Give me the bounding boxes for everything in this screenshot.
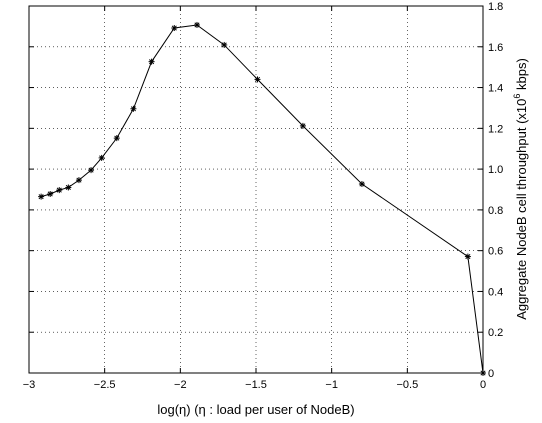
y-axis-label-exponent: 6: [512, 94, 522, 99]
data-point-marker: [65, 184, 72, 191]
x-tick-label: −2.5: [94, 379, 116, 391]
plot-frame: [28, 5, 484, 374]
data-point-marker: [193, 21, 200, 28]
data-point-marker: [88, 167, 95, 174]
y-axis-label: Aggregate NodeB cell throughput (x106 kb…: [512, 58, 529, 320]
data-point-marker: [221, 41, 228, 48]
x-tick-label: −1.5: [245, 379, 267, 391]
data-point-marker: [113, 135, 120, 142]
data-point-marker: [75, 177, 82, 184]
x-tick-label: −0.5: [396, 379, 418, 391]
y-axis-label-suffix: kbps): [514, 58, 529, 93]
y-tick-label: 0.4: [488, 286, 503, 298]
data-point-marker: [47, 190, 54, 197]
x-tick-label: −2: [174, 379, 187, 391]
axis-ticks: −3 −2.5 −2 −1.5 −1 −0.5 00 0.2 0.4 0.6 0.8 1.0 1.2 1.…: [23, 1, 504, 391]
data-point-marker: [254, 76, 261, 83]
x-axis-label: log(η) (η : load per user of NodeB): [157, 402, 354, 417]
y-tick-label: 1.2: [488, 123, 503, 135]
y-tick-label: 0: [488, 368, 494, 380]
y-tick-label: 1.8: [488, 1, 503, 13]
data-point-marker: [358, 180, 365, 187]
data-point-marker: [299, 122, 306, 129]
grid: [29, 6, 483, 373]
data-point-marker: [98, 154, 105, 161]
data-point-marker: [56, 187, 63, 194]
y-tick-label: 1.4: [488, 83, 503, 95]
x-tick-label: −3: [23, 379, 36, 391]
series: [38, 21, 486, 376]
data-point-marker: [38, 193, 45, 200]
y-axis-label-prefix: Aggregate NodeB cell throughput (x10: [514, 99, 529, 320]
data-point-marker: [148, 58, 155, 65]
y-tick-label: 1.0: [488, 164, 503, 176]
y-tick-label: 1.6: [488, 42, 503, 54]
data-point-marker: [464, 253, 471, 260]
x-tick-label: −1: [325, 379, 338, 391]
y-tick-label: 0.2: [488, 327, 503, 339]
x-tick-label: 0: [480, 379, 486, 391]
y-tick-label: 0.8: [488, 205, 503, 217]
data-point-marker: [130, 105, 137, 112]
data-point-marker: [171, 25, 178, 32]
series-line: [40, 24, 484, 374]
data-point-marker: [480, 370, 486, 376]
y-tick-label: 0.6: [488, 246, 503, 258]
